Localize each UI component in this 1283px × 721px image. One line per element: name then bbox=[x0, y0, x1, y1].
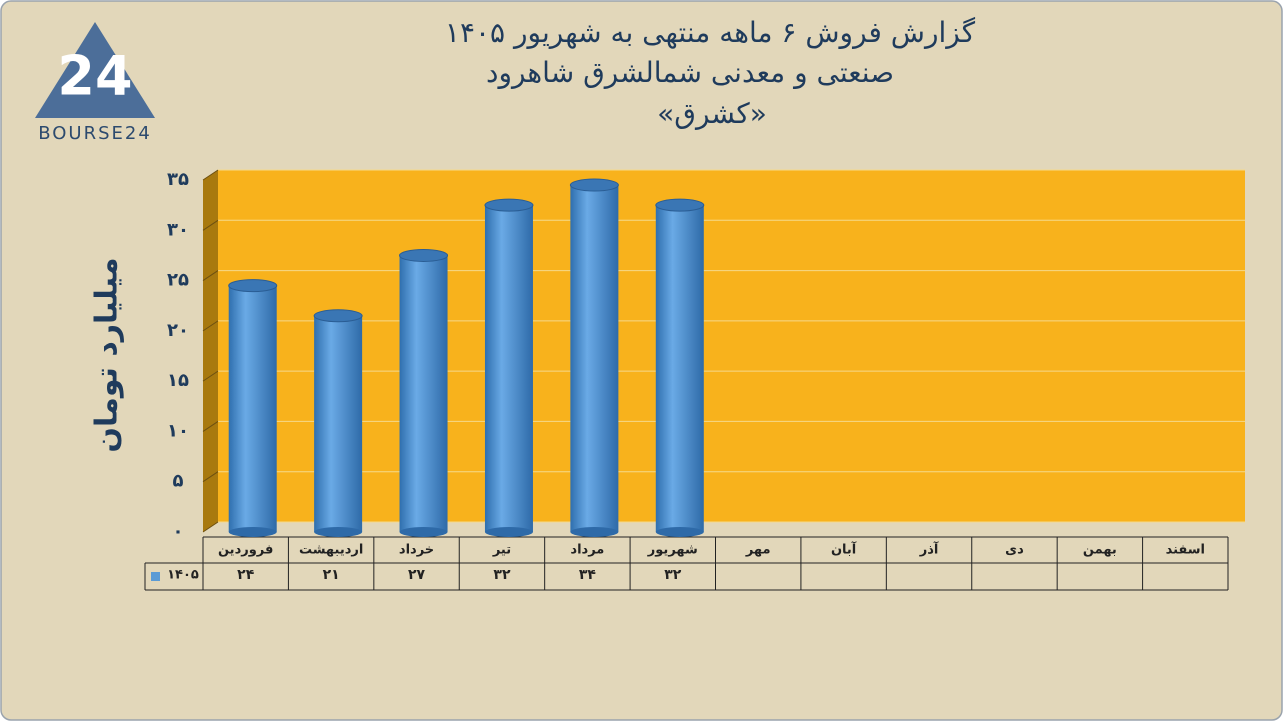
legend-label: ۱۴۰۵ bbox=[167, 568, 199, 583]
x-tick-label: فروردین bbox=[218, 543, 273, 558]
bar-base bbox=[399, 527, 448, 537]
bar-top bbox=[399, 248, 449, 262]
data-label: ۳۲ bbox=[493, 567, 511, 583]
chart-title: «کشرق» bbox=[657, 97, 767, 130]
grid-line bbox=[202, 169, 219, 181]
x-tick-label: تیر bbox=[492, 543, 511, 558]
bar-top bbox=[313, 309, 363, 323]
logo-name: BOURSE24 bbox=[38, 123, 152, 144]
y-tick-label: ۲۰ bbox=[167, 320, 189, 341]
grid-line bbox=[202, 270, 219, 281]
x-tick-label: آبان bbox=[831, 541, 857, 558]
bar bbox=[228, 285, 277, 532]
bar-top bbox=[228, 279, 278, 293]
bar bbox=[655, 205, 704, 532]
bar-base bbox=[314, 527, 363, 537]
chart-title: صنعتی و معدنی شمالشرق شاهرود bbox=[486, 56, 894, 89]
x-tick-label: خرداد bbox=[399, 543, 434, 558]
data-label: ۲۷ bbox=[408, 567, 426, 583]
bar bbox=[314, 315, 363, 532]
grid-line bbox=[202, 471, 219, 483]
y-tick-label: ۵ bbox=[173, 471, 184, 492]
x-tick-label: مهر bbox=[745, 543, 771, 558]
grid-line bbox=[202, 219, 219, 231]
data-label: ۳۲ bbox=[664, 567, 682, 583]
data-label: ۳۴ bbox=[579, 567, 597, 583]
bar-base bbox=[484, 527, 533, 537]
bar-base bbox=[570, 527, 619, 537]
x-tick-label: دی bbox=[1005, 543, 1024, 558]
bar bbox=[570, 185, 619, 533]
x-tick-label: اسفند bbox=[1166, 543, 1205, 558]
bar-top bbox=[655, 198, 705, 212]
logo-mark: 24 bbox=[57, 45, 132, 108]
grid-line bbox=[202, 521, 219, 533]
bar-base bbox=[228, 527, 277, 537]
y-tick-label: ۰ bbox=[173, 521, 184, 542]
side-wall bbox=[203, 170, 218, 532]
x-tick-label: بهمن bbox=[1083, 543, 1117, 558]
y-tick-label: ۳۵ bbox=[167, 169, 189, 190]
data-label: ۲۱ bbox=[323, 567, 340, 583]
grid-line bbox=[202, 370, 219, 382]
chart-title: گزارش فروش ۶ ماهه منتهی به شهریور ۱۴۰۵ bbox=[445, 16, 976, 49]
y-axis-label: میلیارد تومان bbox=[90, 257, 125, 452]
bar-top bbox=[569, 178, 619, 192]
x-tick-label: شهریور bbox=[647, 543, 698, 558]
bar bbox=[484, 205, 533, 532]
bar-top bbox=[484, 198, 534, 212]
data-label: ۲۴ bbox=[237, 567, 255, 583]
logo: 24 BOURSE24 bbox=[35, 22, 155, 144]
logo-triangle bbox=[35, 22, 155, 118]
x-tick-label: مرداد bbox=[570, 543, 604, 558]
x-tick-label: اردیبهشت bbox=[299, 543, 363, 558]
plot-area bbox=[218, 170, 1245, 522]
y-tick-label: ۱۰ bbox=[167, 420, 189, 441]
y-tick-label: ۲۵ bbox=[167, 270, 189, 291]
y-tick-label: ۳۰ bbox=[167, 219, 189, 240]
x-tick-label: آذر bbox=[919, 541, 939, 558]
bar bbox=[399, 255, 448, 532]
bar-base bbox=[655, 527, 704, 537]
grid-line bbox=[202, 421, 219, 432]
legend-key bbox=[151, 572, 160, 581]
y-tick-label: ۱۵ bbox=[167, 370, 189, 391]
grid-line bbox=[202, 320, 219, 332]
